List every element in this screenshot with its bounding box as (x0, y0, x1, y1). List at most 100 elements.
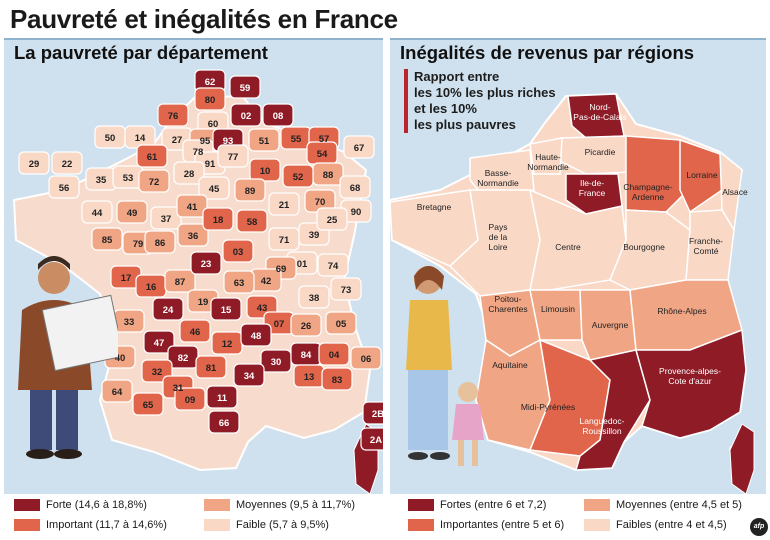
legend-label: Forte (14,6 à 18,8%) (46, 499, 147, 511)
department-area (141, 359, 173, 383)
legend-label: Moyennes (9,5 à 11,7%) (236, 499, 356, 511)
legend-item: Faibles (entre 4 et 4,5) (584, 518, 727, 532)
inequality-legend: Fortes (entre 6 et 7,2) Importantes (entr… (408, 494, 766, 538)
woman-child-illustration (406, 266, 484, 466)
corsica-outline (729, 423, 755, 494)
department-area (262, 103, 294, 127)
department-area (316, 207, 348, 231)
department-area (143, 330, 175, 354)
department-label: 02 (241, 111, 252, 122)
department-label: 06 (361, 354, 372, 365)
department-label: 91 (205, 159, 216, 170)
inequality-region-map: Nord-Pas-de-Calais Picardie Haute-Normandi… (390, 92, 755, 494)
legend-item: Faible (5,7 à 9,5%) (204, 518, 329, 532)
region-label: Limousin (541, 304, 575, 314)
department-area (222, 239, 254, 263)
department-label: 69 (276, 264, 287, 275)
department-label: 07 (274, 319, 285, 330)
department-area (144, 230, 176, 254)
department-label: 59 (240, 83, 251, 94)
department-area (176, 194, 208, 218)
department-label: 66 (219, 418, 230, 429)
legend-item: Importantes (entre 5 et 6) (408, 518, 564, 532)
department-label: 2B (372, 409, 383, 420)
department-label: 04 (329, 350, 340, 361)
region-label: Franche-Comté (689, 236, 723, 256)
region-label: Champagne-Ardenne (623, 182, 672, 202)
department-area (318, 342, 350, 366)
region-label: Pays de la Loire (489, 222, 508, 252)
department-label: 14 (135, 133, 146, 144)
department-label: 24 (163, 305, 174, 316)
department-label: 71 (279, 235, 290, 246)
region-area (529, 137, 563, 175)
department-area (152, 297, 184, 321)
region-label: Ile-de-France (579, 178, 606, 198)
department-label: 63 (234, 278, 245, 289)
department-label: 43 (257, 303, 268, 314)
department-label: 42 (261, 276, 272, 287)
poverty-department-map: 62 59 80 02 08 76 60 50 14 27 95 93 51 55 57 67 29 22 61 78… (12, 69, 383, 494)
poverty-legend: Forte (14,6 à 18,8%) Important (11,7 à 14… (14, 494, 384, 538)
department-area (343, 135, 375, 159)
department-label: 85 (102, 235, 113, 246)
department-area (325, 311, 357, 335)
ratio-note-line: les plus pauvres (414, 117, 516, 132)
department-area (150, 206, 182, 230)
department-label: 39 (309, 230, 320, 241)
department-label: 19 (198, 297, 209, 308)
department-label: 64 (112, 387, 123, 398)
department-label: 18 (213, 215, 224, 226)
department-area (249, 158, 281, 182)
department-label: 74 (328, 261, 339, 272)
department-area (136, 144, 168, 168)
department-label: 78 (193, 147, 204, 158)
region-label: Bourgogne (623, 242, 665, 252)
department-label: 2A (370, 435, 382, 446)
region-label: Provence-alpes-Cote d'azur (659, 366, 721, 386)
department-label: 45 (209, 184, 220, 195)
department-label: 15 (221, 305, 232, 316)
department-area (217, 144, 249, 168)
legend-label: Important (11,7 à 14,6%) (46, 519, 167, 531)
department-area (229, 75, 261, 99)
department-label: 40 (115, 353, 126, 364)
department-area (282, 164, 314, 188)
department-label: 17 (121, 273, 132, 284)
department-label: 25 (327, 215, 338, 226)
department-area (210, 297, 242, 321)
region-label: Languedoc-Roussillon (580, 416, 625, 436)
legend-item: Important (11,7 à 14,6%) (14, 518, 167, 532)
legend-swatch (584, 499, 610, 511)
ratio-note: Rapport entre les 10% les plus riches et… (404, 69, 556, 133)
department-area (51, 151, 83, 175)
department-label: 21 (279, 200, 290, 211)
department-label: 41 (187, 202, 198, 213)
department-area (230, 103, 262, 127)
department-area (177, 223, 209, 247)
legend-item: Moyennes (9,5 à 11,7%) (204, 498, 355, 512)
department-label: 37 (161, 214, 172, 225)
department-area (116, 200, 148, 224)
region-label: Haute-Normandie (527, 152, 569, 172)
department-label: 34 (244, 371, 255, 382)
department-area (198, 176, 230, 200)
department-label: 80 (205, 95, 216, 106)
department-label: 73 (341, 285, 352, 296)
department-label: 67 (354, 143, 365, 154)
department-area (101, 379, 133, 403)
department-label: 11 (217, 393, 228, 404)
department-label: 60 (208, 119, 219, 130)
department-area (18, 151, 50, 175)
legend-item: Forte (14,6 à 18,8%) (14, 498, 147, 512)
department-label: 46 (190, 327, 201, 338)
man-reading-illustration (18, 256, 118, 459)
department-area (190, 251, 222, 275)
legend-item: Moyennes (entre 4,5 et 5) (584, 498, 742, 512)
department-label: 35 (96, 175, 107, 186)
region-label: Nord-Pas-de-Calais (573, 102, 626, 122)
department-area (173, 161, 205, 185)
department-label: 68 (350, 183, 361, 194)
ratio-note-line: les 10% les plus riches (414, 85, 556, 100)
afp-logo: afp (750, 518, 768, 536)
